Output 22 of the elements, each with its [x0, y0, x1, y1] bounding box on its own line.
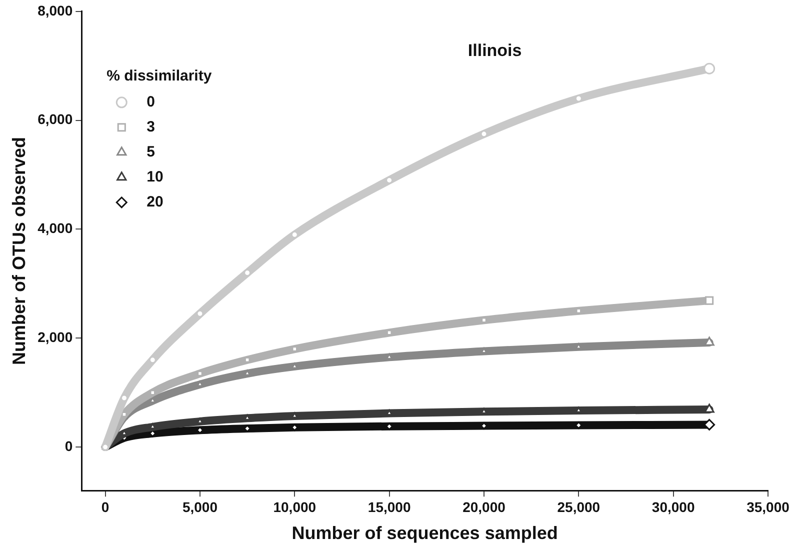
- x-tick-label: 35,000: [746, 498, 790, 515]
- legend-label: 20: [146, 194, 164, 211]
- x-tick-label: 0: [101, 498, 110, 515]
- legend-title: % dissimilarity: [106, 68, 212, 85]
- legend-label: 5: [146, 144, 155, 161]
- x-tick-label: 25,000: [557, 498, 600, 515]
- text: Illinois: [468, 41, 522, 60]
- legend-label: 10: [146, 168, 164, 186]
- y-tick-label: 8,000: [38, 2, 73, 18]
- y-tick-label: 6,000: [38, 111, 73, 128]
- x-axis-title: Number of sequences sampled: [292, 523, 558, 544]
- x-tick-label: 15,000: [368, 498, 411, 515]
- x-tick-label: 10,000: [273, 498, 316, 515]
- legend-label: 3: [146, 118, 155, 136]
- y-axis-title: Number of OTUs observed: [8, 136, 29, 366]
- y-tick-label: 2,000: [38, 328, 73, 345]
- y-tick-label: 0: [64, 438, 73, 454]
- y-tick-label: 4,000: [38, 220, 73, 236]
- legend-label: 0: [146, 94, 155, 111]
- x-tick-label: 30,000: [652, 498, 695, 515]
- x-tick-label: 20,000: [462, 498, 506, 515]
- x-tick-label: 5,000: [182, 498, 218, 515]
